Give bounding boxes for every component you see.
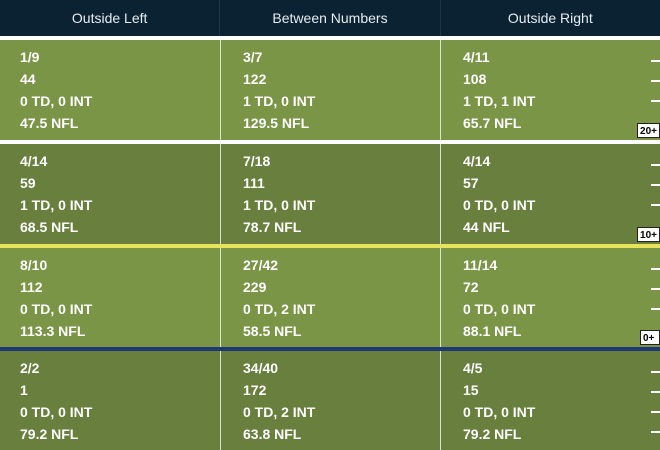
rating: 58.5 NFL <box>243 323 302 339</box>
zone-cell-10-between-numbers[interactable]: 7/18 111 1 TD, 0 INT 78.7 NFL <box>220 144 440 244</box>
column-header-row: Outside Left Between Numbers Outside Rig… <box>0 0 660 36</box>
td-int: 1 TD, 0 INT <box>243 93 316 109</box>
rating: 63.8 NFL <box>243 426 302 442</box>
completions: 1/9 <box>20 49 40 65</box>
zone-behind-line: 2/2 1 0 TD, 0 INT 79.2 NFL 34/40 172 0 T… <box>0 351 660 450</box>
back-line <box>0 36 660 40</box>
yards: 1 <box>20 382 28 398</box>
yards: 122 <box>243 71 267 87</box>
yards: 15 <box>463 382 479 398</box>
hash-mark <box>651 184 660 186</box>
yard-line-20 <box>0 140 660 144</box>
zone-cell-10-outside-left[interactable]: 4/14 59 1 TD, 0 INT 68.5 NFL <box>0 144 220 244</box>
completions: 8/10 <box>20 257 48 273</box>
zone-0-plus: 8/10 112 0 TD, 0 INT 113.3 NFL 27/42 229… <box>0 248 660 347</box>
hash-mark <box>651 164 660 166</box>
completions: 3/7 <box>243 49 263 65</box>
yards: 44 <box>20 71 36 87</box>
yards: 108 <box>463 71 487 87</box>
rating: 68.5 NFL <box>20 219 79 235</box>
td-int: 0 TD, 0 INT <box>463 301 536 317</box>
rating: 129.5 NFL <box>243 115 310 131</box>
zone-cell-10-outside-right[interactable]: 4/14 57 0 TD, 0 INT 44 NFL <box>440 144 660 244</box>
rating: 79.2 NFL <box>463 426 522 442</box>
hash-mark <box>651 204 660 206</box>
td-int: 1 TD, 0 INT <box>243 197 316 213</box>
hash-mark <box>651 60 660 62</box>
completions: 27/42 <box>243 257 279 273</box>
yard-marker-10: 10+ <box>637 227 660 242</box>
first-down-line <box>0 244 660 248</box>
completions: 4/11 <box>463 49 490 65</box>
rating: 79.2 NFL <box>20 426 79 442</box>
td-int: 0 TD, 0 INT <box>463 197 536 213</box>
td-int: 0 TD, 0 INT <box>20 93 93 109</box>
rating: 65.7 NFL <box>463 115 522 131</box>
completions: 4/14 <box>20 153 48 169</box>
rating: 88.1 NFL <box>463 323 522 339</box>
td-int: 0 TD, 2 INT <box>243 404 316 420</box>
hash-mark <box>651 431 660 433</box>
hash-mark <box>651 371 660 373</box>
yards: 59 <box>20 175 36 191</box>
hash-mark <box>651 411 660 413</box>
hash-mark <box>651 391 660 393</box>
td-int: 0 TD, 2 INT <box>243 301 316 317</box>
zone-cell-20-between-numbers[interactable]: 3/7 122 1 TD, 0 INT 129.5 NFL <box>220 40 440 140</box>
yard-marker-0: 0+ <box>640 330 660 345</box>
zone-cell-0-outside-right[interactable]: 11/14 72 0 TD, 0 INT 88.1 NFL <box>440 248 660 347</box>
zone-cell-20-outside-right[interactable]: 4/11 108 1 TD, 1 INT 65.7 NFL <box>440 40 660 140</box>
rating: 47.5 NFL <box>20 115 79 131</box>
yard-marker-20: 20+ <box>637 123 660 138</box>
yards: 229 <box>243 279 267 295</box>
hash-mark <box>651 268 660 270</box>
zone-10-plus: 4/14 59 1 TD, 0 INT 68.5 NFL 7/18 111 1 … <box>0 144 660 244</box>
completions: 7/18 <box>243 153 271 169</box>
yards: 172 <box>243 382 267 398</box>
td-int: 0 TD, 0 INT <box>20 301 93 317</box>
completions: 2/2 <box>20 360 40 376</box>
column-header-outside-left: Outside Left <box>71 10 148 26</box>
yards: 112 <box>20 279 43 295</box>
zone-20-plus: 1/9 44 0 TD, 0 INT 47.5 NFL 3/7 122 1 TD… <box>0 40 660 140</box>
td-int: 1 TD, 1 INT <box>463 93 536 109</box>
rating: 78.7 NFL <box>243 219 302 235</box>
zone-cell-behind-outside-left[interactable]: 2/2 1 0 TD, 0 INT 79.2 NFL <box>0 351 220 450</box>
column-header-outside-right: Outside Right <box>439 0 660 36</box>
yards: 72 <box>463 279 479 295</box>
yards: 111 <box>243 175 265 191</box>
hash-mark <box>651 80 660 82</box>
completions: 11/14 <box>463 257 498 273</box>
zone-cell-0-outside-left[interactable]: 8/10 112 0 TD, 0 INT 113.3 NFL <box>0 248 220 347</box>
zone-cell-20-outside-left[interactable]: 1/9 44 0 TD, 0 INT 47.5 NFL <box>0 40 220 140</box>
hash-mark <box>651 288 660 290</box>
hash-mark <box>651 308 660 310</box>
zone-cell-0-between-numbers[interactable]: 27/42 229 0 TD, 2 INT 58.5 NFL <box>220 248 440 347</box>
rating: 44 NFL <box>463 219 510 235</box>
line-of-scrimmage <box>0 347 660 351</box>
rating: 113.3 NFL <box>20 323 86 339</box>
yards: 57 <box>463 175 479 191</box>
td-int: 0 TD, 0 INT <box>20 404 93 420</box>
zone-cell-behind-between-numbers[interactable]: 34/40 172 0 TD, 2 INT 63.8 NFL <box>220 351 440 450</box>
completions: 4/5 <box>463 360 483 376</box>
column-header-between-numbers: Between Numbers <box>219 0 439 36</box>
zone-cell-behind-outside-right[interactable]: 4/5 15 0 TD, 0 INT 79.2 NFL <box>440 351 660 450</box>
completions: 34/40 <box>243 360 279 376</box>
completions: 4/14 <box>463 153 491 169</box>
td-int: 0 TD, 0 INT <box>463 404 536 420</box>
td-int: 1 TD, 0 INT <box>20 197 93 213</box>
hash-mark <box>651 100 660 102</box>
